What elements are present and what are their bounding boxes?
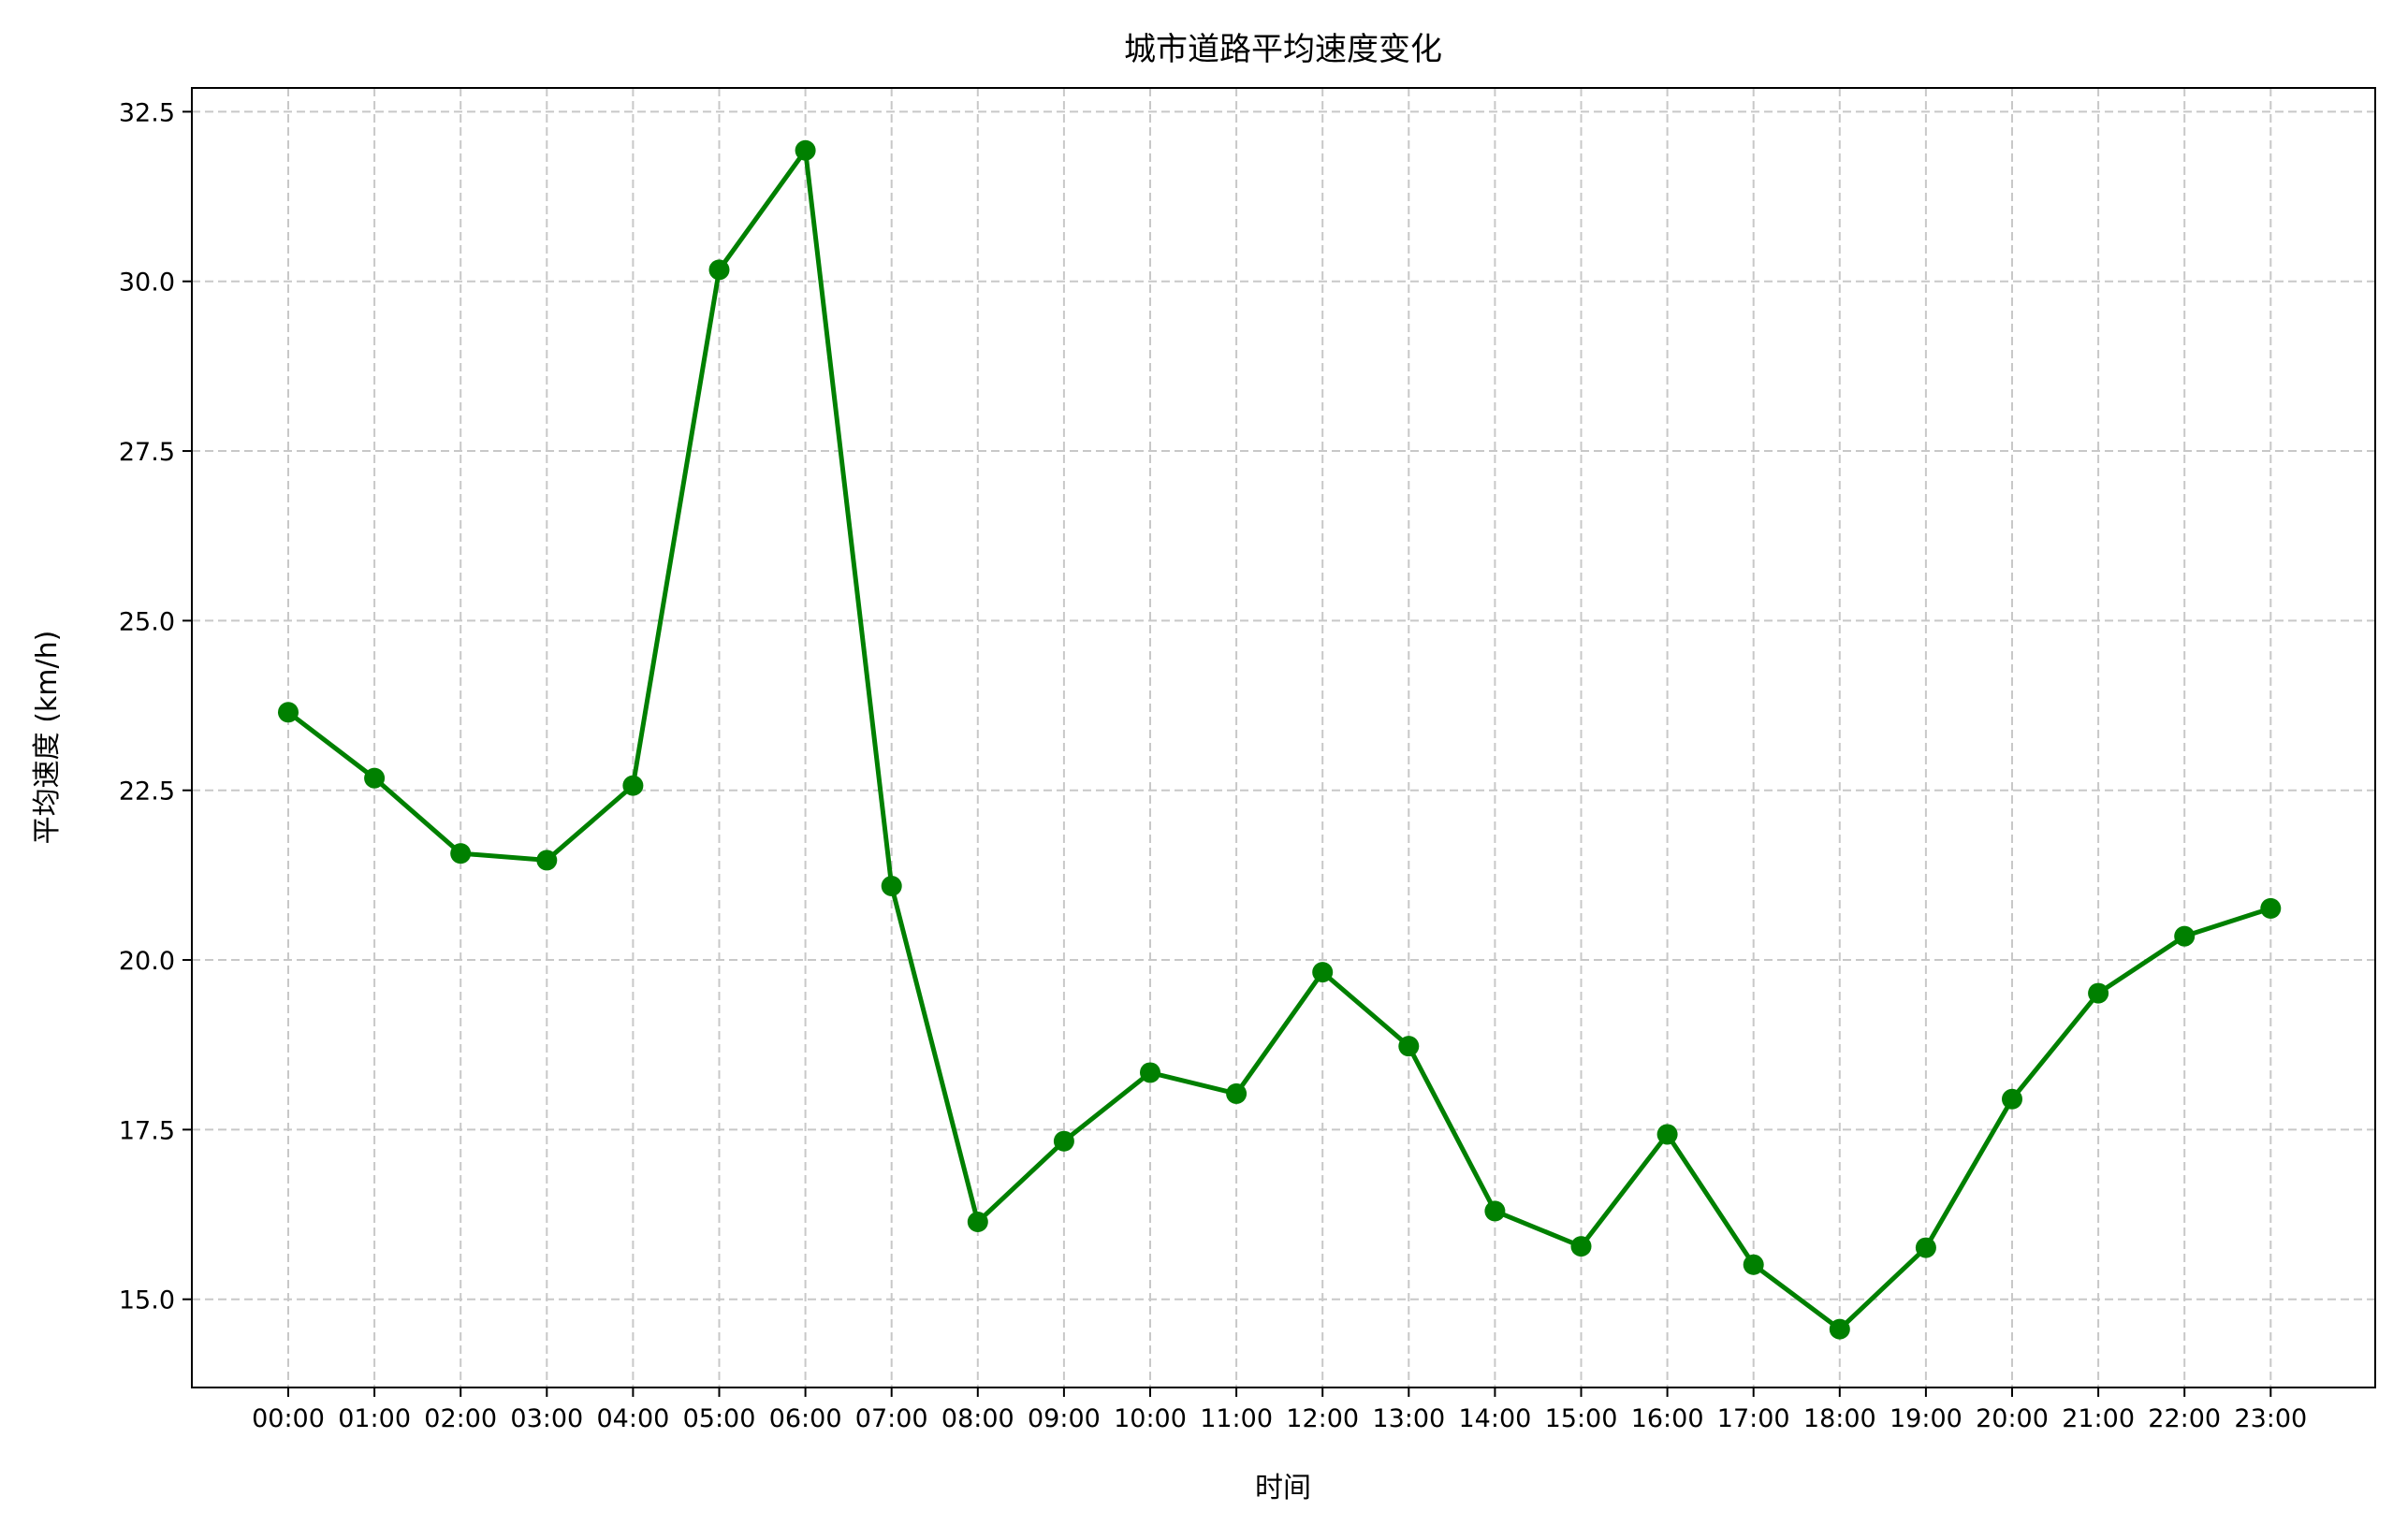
data-point xyxy=(1743,1254,1764,1275)
x-axis-label: 时间 xyxy=(1255,1472,1311,1504)
x-tick-label: 04:00 xyxy=(596,1404,669,1433)
y-tick-label: 17.5 xyxy=(119,1116,175,1145)
data-point xyxy=(2260,897,2282,919)
x-tick-label: 05:00 xyxy=(683,1404,756,1433)
data-point xyxy=(1484,1200,1506,1222)
grid xyxy=(192,88,2375,1387)
y-tick-label: 20.0 xyxy=(119,947,175,976)
x-tick-label: 11:00 xyxy=(1200,1404,1273,1433)
x-tick-label: 14:00 xyxy=(1458,1404,1531,1433)
data-point xyxy=(1915,1237,1936,1258)
x-tick-label: 15:00 xyxy=(1545,1404,1618,1433)
x-tick-label: 17:00 xyxy=(1717,1404,1790,1433)
x-tick-label: 06:00 xyxy=(769,1404,842,1433)
data-point xyxy=(536,850,558,871)
data-point xyxy=(2002,1088,2022,1110)
x-axis: 00:00 01:00 02:00 03:00 04:00 05:00 06:00 07:00… xyxy=(252,1387,2307,1433)
data-point xyxy=(795,139,816,161)
data-point xyxy=(1312,962,1334,983)
x-tick-label: 02:00 xyxy=(424,1404,497,1433)
y-axis: 15.0 17.5 20.0 22.5 25.0 27.5 30.0 32.5 xyxy=(119,98,192,1315)
data-point xyxy=(1570,1236,1592,1257)
data-point xyxy=(967,1212,988,1233)
data-point xyxy=(1226,1082,1248,1104)
data-point xyxy=(278,702,299,723)
x-tick-label: 07:00 xyxy=(855,1404,928,1433)
x-tick-label: 10:00 xyxy=(1114,1404,1187,1433)
data-point xyxy=(2174,925,2196,947)
data-point xyxy=(1053,1130,1074,1152)
x-tick-label: 03:00 xyxy=(510,1404,583,1433)
x-tick-label: 12:00 xyxy=(1286,1404,1359,1433)
data-point xyxy=(2088,982,2109,1004)
series-line xyxy=(285,148,2273,1332)
data-point xyxy=(708,259,730,281)
data-point xyxy=(1140,1062,1160,1083)
data-point xyxy=(364,767,386,789)
x-tick-label: 13:00 xyxy=(1372,1404,1445,1433)
y-axis-label: 平均速度 (km/h) xyxy=(31,631,64,845)
y-tick-label: 32.5 xyxy=(119,98,175,127)
x-tick-label: 16:00 xyxy=(1631,1404,1704,1433)
plot-frame xyxy=(191,87,2376,1388)
data-point xyxy=(1829,1318,1850,1340)
x-tick-label: 21:00 xyxy=(2062,1404,2135,1433)
y-tick-label: 22.5 xyxy=(119,777,175,806)
data-point xyxy=(622,775,644,796)
y-tick-label: 25.0 xyxy=(119,607,175,636)
x-tick-label: 18:00 xyxy=(1803,1404,1876,1433)
x-tick-label: 09:00 xyxy=(1028,1404,1101,1433)
chart-title: 城市道路平均速度变化 xyxy=(1124,31,1442,68)
x-tick-label: 19:00 xyxy=(1890,1404,1963,1433)
data-point xyxy=(450,843,472,864)
data-point xyxy=(881,875,902,896)
data-point xyxy=(1656,1124,1678,1145)
series-layer xyxy=(278,139,2282,1340)
y-tick-label: 30.0 xyxy=(119,269,175,298)
x-tick-label: 00:00 xyxy=(252,1404,325,1433)
data-point xyxy=(1398,1036,1420,1057)
x-tick-label: 23:00 xyxy=(2234,1404,2307,1433)
x-tick-label: 20:00 xyxy=(1976,1404,2049,1433)
x-tick-label: 22:00 xyxy=(2148,1404,2221,1433)
x-tick-label: 08:00 xyxy=(941,1404,1014,1433)
y-tick-label: 15.0 xyxy=(119,1286,175,1315)
x-tick-label: 01:00 xyxy=(338,1404,411,1433)
y-tick-label: 27.5 xyxy=(119,438,175,467)
